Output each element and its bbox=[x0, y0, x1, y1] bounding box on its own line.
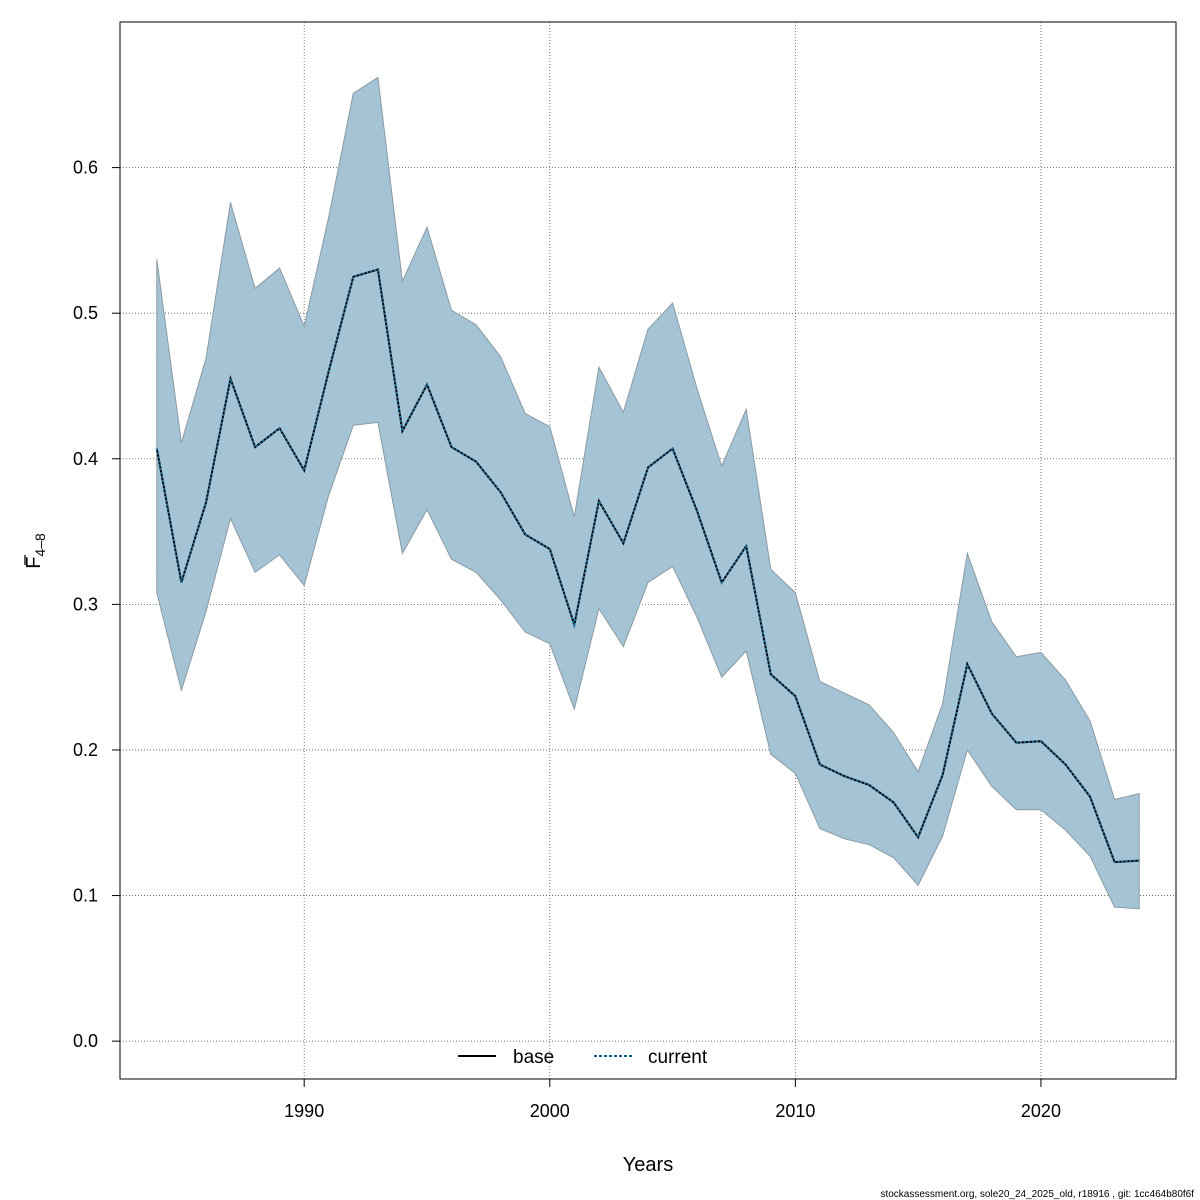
legend-label-current: current bbox=[648, 1047, 708, 1068]
y-axis: 0.0 0.1 0.2 0.3 0.4 0.5 0.6 bbox=[73, 158, 120, 1051]
series-lines-layer bbox=[155, 268, 1140, 864]
legend-label-base: base bbox=[513, 1047, 554, 1068]
y-tick-label: 0.5 bbox=[73, 303, 98, 323]
footer-note: stockassessment.org, sole20_24_2025_old,… bbox=[880, 1189, 1194, 1200]
series-line-current bbox=[155, 268, 1140, 864]
svg-text:F4–8: F4–8 bbox=[23, 533, 48, 569]
x-axis: 1990 2000 2010 2020 bbox=[284, 1079, 1061, 1121]
plot-frame bbox=[119, 21, 1177, 1080]
y-tick-label: 0.4 bbox=[73, 449, 98, 469]
y-axis-title-main: F bbox=[23, 557, 45, 569]
y-tick-label: 0.2 bbox=[73, 740, 98, 760]
y-tick-label: 0.6 bbox=[73, 158, 98, 178]
x-axis-title: Years bbox=[623, 1154, 673, 1176]
y-axis-title: F4–8 bbox=[23, 533, 48, 569]
y-tick-label: 0.3 bbox=[73, 594, 98, 614]
y-tick-label: 0.1 bbox=[73, 886, 98, 906]
x-tick-label: 2010 bbox=[775, 1101, 815, 1121]
confidence-band-layer bbox=[156, 76, 1140, 910]
y-axis-title-sub: 4–8 bbox=[32, 533, 48, 557]
legend: base current bbox=[458, 1047, 708, 1068]
confidence-band bbox=[156, 76, 1140, 910]
x-tick-label: 2020 bbox=[1021, 1101, 1061, 1121]
y-tick-label: 0.0 bbox=[73, 1031, 98, 1051]
x-tick-label: 1990 bbox=[284, 1101, 324, 1121]
x-tick-label: 2000 bbox=[530, 1101, 570, 1121]
